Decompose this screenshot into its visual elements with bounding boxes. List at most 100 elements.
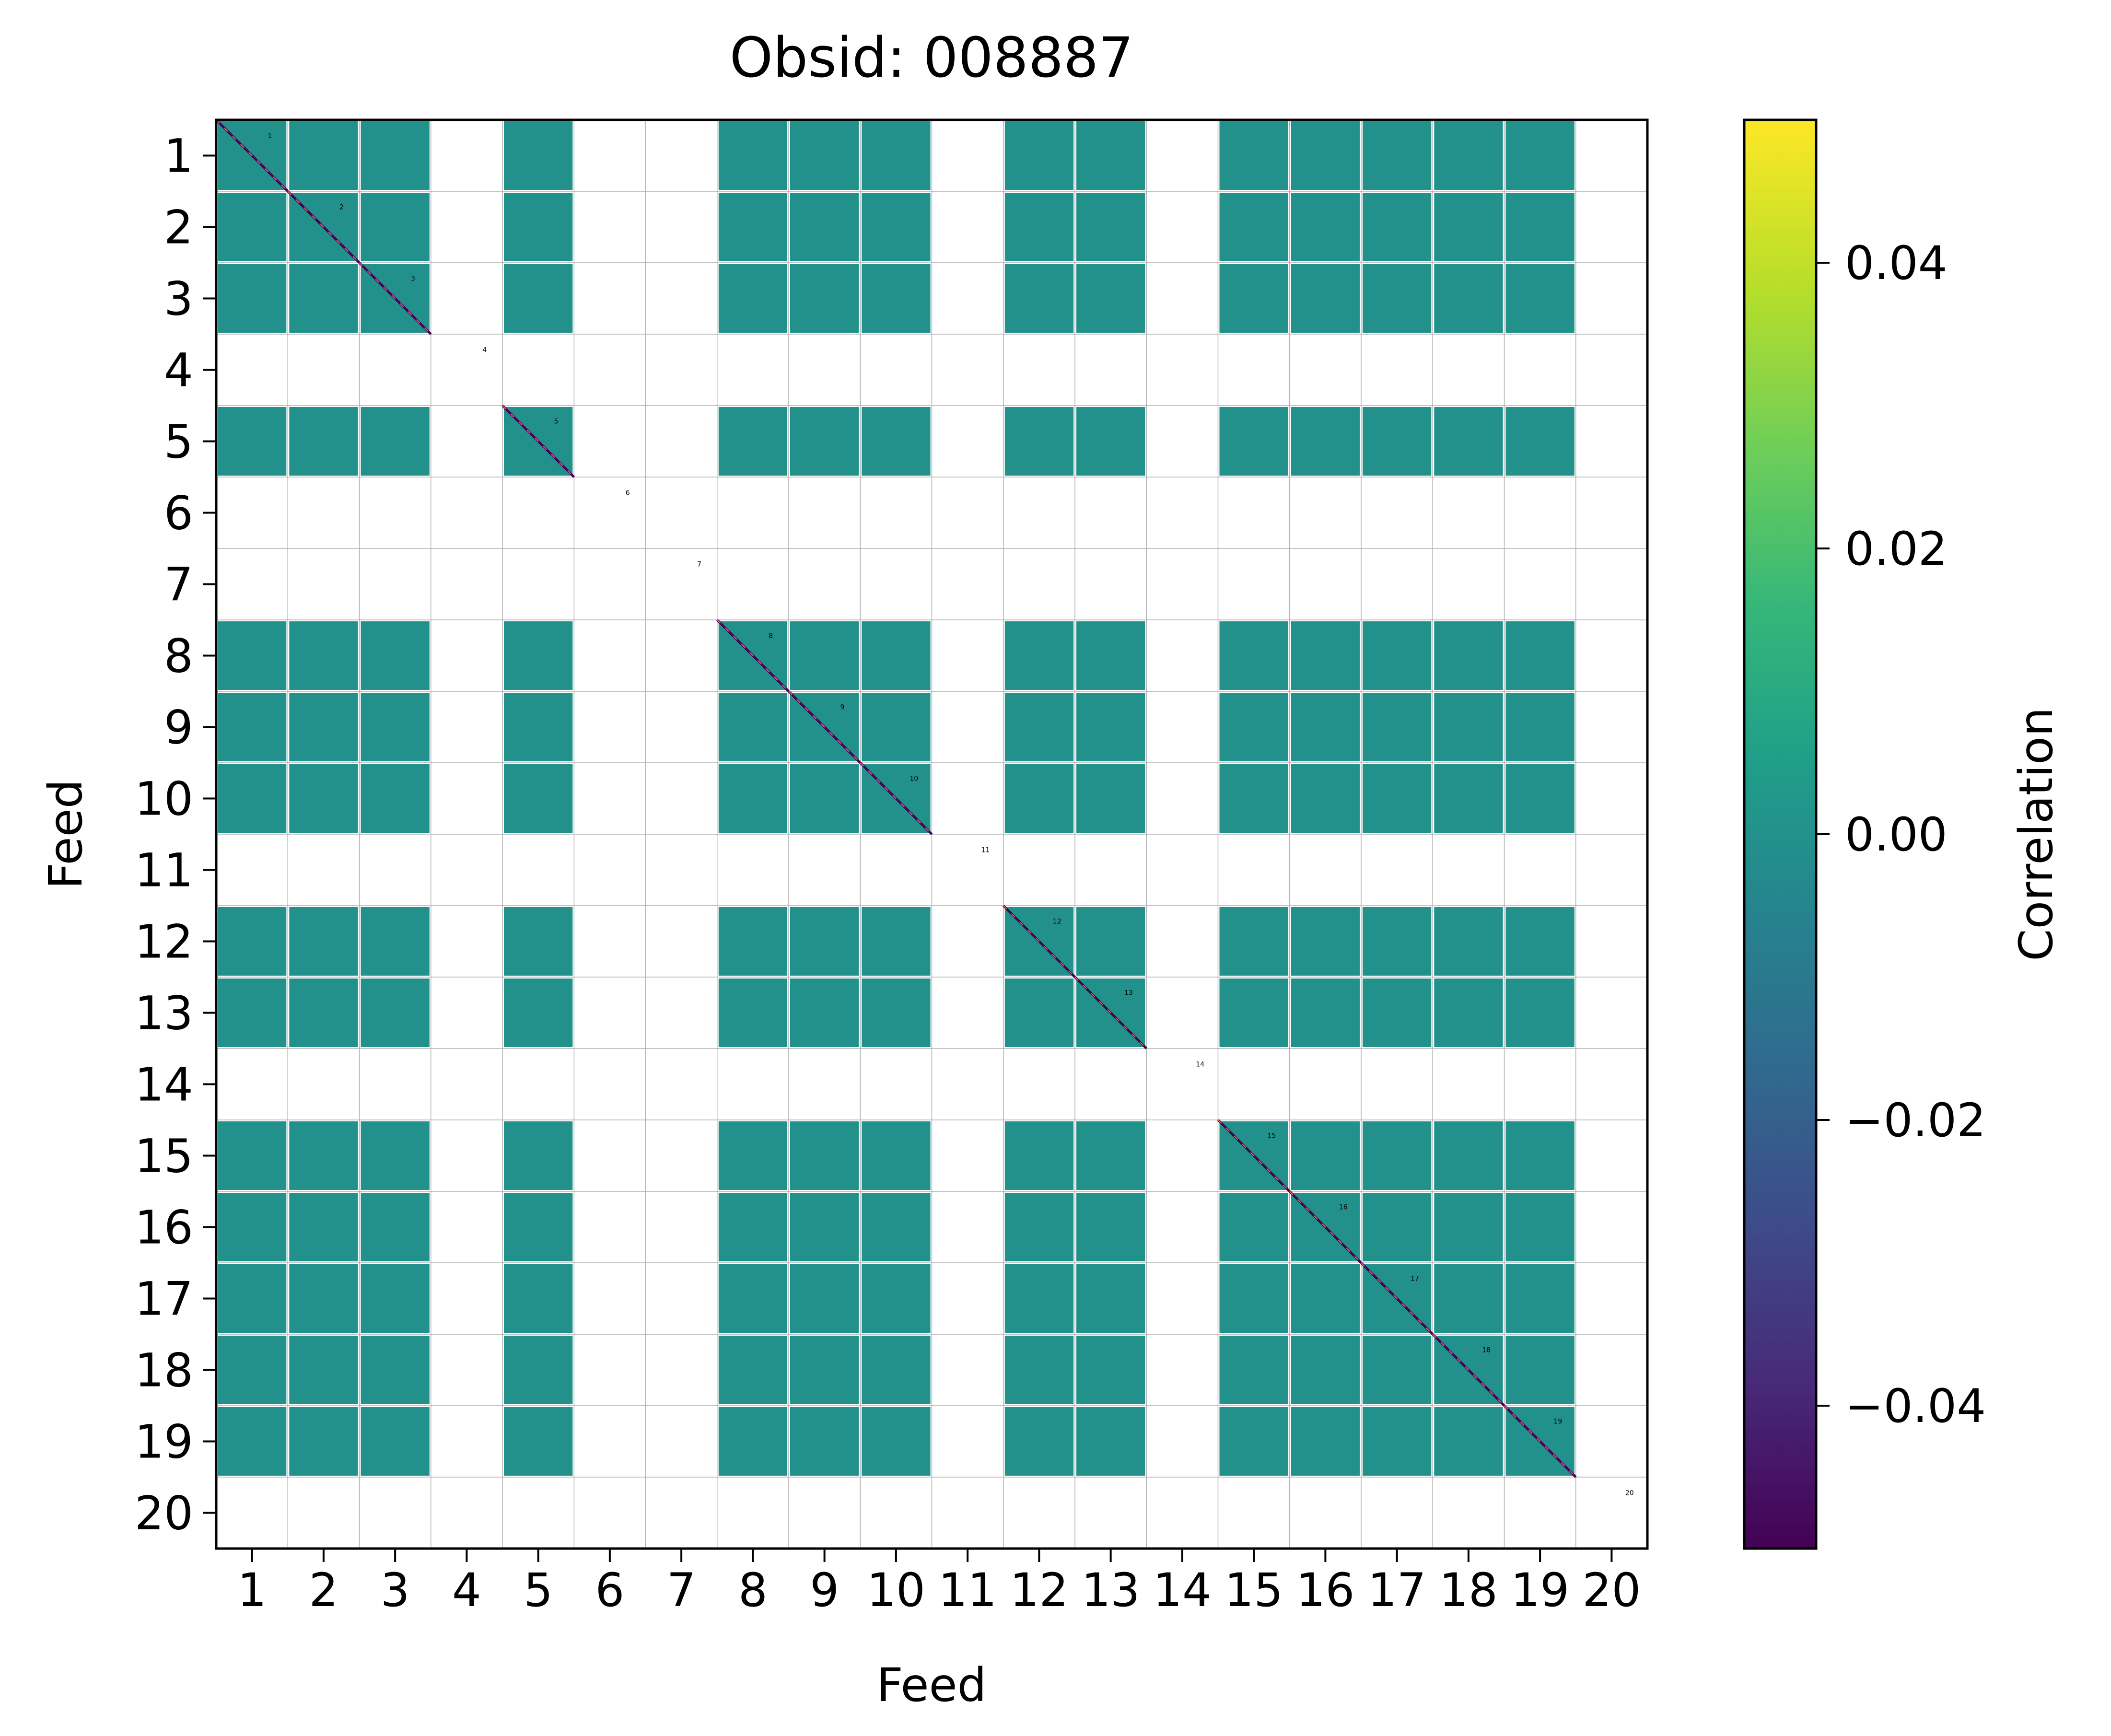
heatmap-cell [361,1407,430,1476]
diagonal-line-overlay [1432,1334,1505,1406]
heatmap-cell [862,1264,931,1333]
heatmap-cell [790,1121,859,1190]
cell-feed-label: 2 [339,203,344,211]
colorbar-tick-label: −0.04 [1845,1379,1986,1433]
x-tick-label: 11 [938,1563,997,1617]
heatmap-cell [504,764,573,833]
diagonal-line-overlay [287,191,360,263]
heatmap-cell [1004,621,1074,690]
heatmap-cell [790,1407,859,1476]
heatmap-cell [289,1264,358,1333]
heatmap-cell [289,264,358,333]
heatmap-cell [1434,764,1503,833]
heatmap-cell [790,193,859,261]
heatmap-cell [718,979,788,1047]
heatmap-cell [1505,693,1575,761]
y-tick-label: 6 [164,487,193,540]
heatmap-cell [1505,193,1575,261]
colorbar-ticks: 0.04 0.02 0.00 −0.02 −0.04 [1816,236,1986,1433]
x-tick-label: 2 [309,1563,338,1617]
heatmap-cell [1219,407,1288,476]
heatmap-cell [1505,1193,1575,1261]
diagonal-line-overlay [788,691,861,763]
x-tick-label: 15 [1225,1563,1283,1617]
cell-feed-label: 6 [626,489,630,497]
cell-feed-label: 20 [1625,1489,1634,1497]
heatmap-cell [504,693,573,761]
heatmap-cell [1291,193,1360,261]
heatmap-cell [1291,121,1360,190]
heatmap-cell [504,979,573,1047]
heatmap-cell [1505,1121,1575,1190]
heatmap-cell [718,1407,788,1476]
heatmap-cell [1076,1407,1145,1476]
heatmap-cell [289,407,358,476]
colorbar-tick-label: −0.02 [1845,1094,1986,1147]
heatmap-cell [218,907,287,976]
heatmap-cell [1434,907,1503,976]
heatmap-cell [504,1336,573,1404]
heatmap-cell [862,979,931,1047]
grid-lines [216,120,1647,1549]
heatmap-cell [218,407,287,476]
heatmap-cell [862,1336,931,1404]
heatmap-cell [862,693,931,761]
cell-feed-label: 1 [268,132,272,140]
y-tick-label: 5 [164,415,193,469]
heatmap-cell [790,121,859,190]
heatmap-cell [218,1336,287,1404]
x-tick-label: 20 [1582,1563,1641,1617]
heatmap-cell [1076,1193,1145,1261]
heatmap-cell [1076,764,1145,833]
heatmap-cell [790,764,859,833]
heatmap-cell [718,121,788,190]
heatmap-cell [218,193,287,261]
y-tick-label: 9 [164,701,193,755]
x-axis-ticks: 1 2 3 4 5 6 7 8 9 10 11 12 13 14 15 16 17 18 19 20 [237,1549,1641,1617]
heatmap-cell [289,1336,358,1404]
x-tick-label: 6 [595,1563,624,1617]
heatmap-cell [1004,264,1074,333]
cell-feed-label: 18 [1482,1346,1491,1354]
heatmap-cell [361,407,430,476]
heatmap-cell [361,193,430,261]
heatmap-cell [504,1407,573,1476]
heatmap-cell [1434,264,1503,333]
heatmap-cell [1363,764,1432,833]
heatmap-cell [1004,193,1074,261]
diagonal-line-overlay [1003,905,1075,978]
colorbar-tick-label: 0.02 [1845,522,1948,576]
y-tick-label: 17 [135,1272,193,1326]
heatmap-cell [1004,121,1074,190]
heatmap-cell [1004,1407,1074,1476]
heatmap-cell [1505,264,1575,333]
heatmap-cell [1363,193,1432,261]
heatmap-cell [361,979,430,1047]
heatmap-cell [1004,1264,1074,1333]
heatmap-cell [1219,1336,1288,1404]
diagonal-line-overlay [1361,1262,1433,1335]
heatmap-cell [1363,907,1432,976]
heatmap-cell [218,979,287,1047]
heatmap-cell [361,764,430,833]
heatmap-cell [1434,193,1503,261]
heatmap-cell [361,121,430,190]
heatmap-cell [790,1336,859,1404]
y-tick-label: 2 [164,201,193,255]
cell-feed-label: 3 [411,275,415,282]
heatmap-cell [1004,979,1074,1047]
diagonal-line-overlay [860,762,933,835]
heatmap-cell [289,621,358,690]
cell-feed-label: 5 [554,418,558,425]
heatmap-cell [1291,1407,1360,1476]
heatmap-cell [1505,907,1575,976]
heatmap-cell [1076,693,1145,761]
y-tick-label: 11 [135,844,193,897]
heatmap-cell [1291,764,1360,833]
x-axis-label: Feed [876,1658,986,1712]
y-tick-label: 7 [164,558,193,612]
heatmap-cell [1291,1336,1360,1404]
heatmap-cell [1219,979,1288,1047]
heatmap-cell [1004,407,1074,476]
